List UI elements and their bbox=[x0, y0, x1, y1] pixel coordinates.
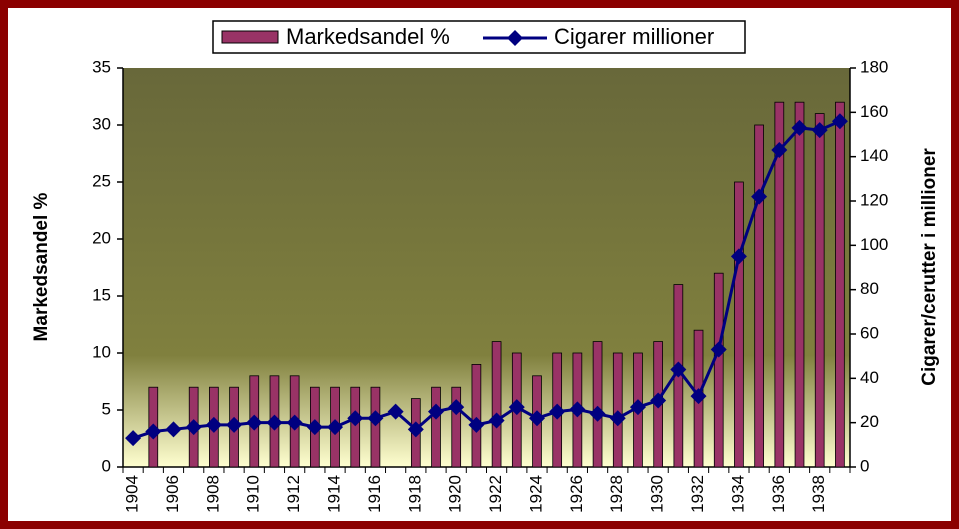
line-marker bbox=[791, 119, 808, 136]
y-tick-label: 0 bbox=[102, 456, 111, 475]
y2-axis-title: Cigarer/cerutter i millioner bbox=[919, 148, 940, 386]
bar bbox=[774, 101, 785, 468]
bar bbox=[431, 386, 441, 468]
line-marker bbox=[549, 403, 566, 420]
y2-tick-label: 20 bbox=[860, 412, 879, 431]
x-tick-label: 1914 bbox=[325, 475, 344, 513]
bar bbox=[754, 124, 764, 468]
line-marker bbox=[710, 341, 727, 358]
bar bbox=[794, 101, 805, 468]
y-tick-label: 10 bbox=[92, 342, 111, 361]
y2-tick-label: 120 bbox=[860, 190, 888, 209]
x-tick-label: 1930 bbox=[648, 475, 667, 513]
bar bbox=[471, 363, 482, 468]
y-tick-label: 25 bbox=[92, 171, 111, 190]
bar bbox=[835, 101, 845, 468]
line-marker bbox=[751, 188, 768, 205]
y-tick-label: 5 bbox=[102, 399, 111, 418]
bar bbox=[491, 341, 502, 468]
x-tick-label: 1934 bbox=[728, 475, 747, 513]
y2-tick-label: 100 bbox=[860, 235, 888, 254]
line-marker bbox=[508, 399, 525, 416]
line-marker bbox=[327, 419, 344, 436]
y2-tick-label: 0 bbox=[860, 456, 869, 475]
legend-label: Markedsandel % bbox=[286, 24, 450, 49]
line-marker bbox=[266, 414, 283, 431]
line-marker bbox=[428, 403, 445, 420]
y2-tick-label: 40 bbox=[860, 368, 879, 387]
line-marker bbox=[145, 423, 162, 440]
x-tick-label: 1908 bbox=[203, 475, 222, 513]
bar bbox=[734, 181, 744, 468]
x-tick-label: 1936 bbox=[769, 475, 788, 513]
line-marker bbox=[407, 421, 424, 438]
x-tick-label: 1920 bbox=[446, 475, 465, 513]
line-marker bbox=[831, 113, 848, 130]
y-tick-label: 30 bbox=[92, 114, 111, 133]
line-marker bbox=[306, 419, 323, 436]
line-marker bbox=[771, 142, 788, 159]
bar bbox=[451, 386, 462, 468]
line-marker bbox=[246, 414, 263, 431]
y2-tick-label: 60 bbox=[860, 323, 879, 342]
legend bbox=[212, 20, 746, 54]
line-marker bbox=[670, 361, 687, 378]
legend-label: Cigarer millioner bbox=[554, 24, 714, 49]
line-marker bbox=[205, 416, 222, 433]
x-tick-label: 1906 bbox=[163, 475, 182, 513]
legend-swatch bbox=[221, 30, 279, 44]
line-marker bbox=[569, 401, 586, 418]
line-marker bbox=[589, 405, 606, 422]
plot-area bbox=[123, 68, 850, 467]
x-tick-label: 1924 bbox=[526, 475, 545, 513]
x-tick-label: 1928 bbox=[607, 475, 626, 513]
line-marker bbox=[609, 410, 626, 427]
line-marker bbox=[165, 421, 182, 438]
y2-tick-label: 160 bbox=[860, 102, 888, 121]
bar bbox=[612, 352, 623, 468]
y-tick-label: 35 bbox=[92, 57, 111, 76]
bar bbox=[814, 113, 825, 468]
x-tick-label: 1916 bbox=[365, 475, 384, 513]
bar bbox=[350, 386, 361, 468]
line-marker bbox=[650, 392, 667, 409]
line-marker bbox=[125, 430, 142, 447]
x-tick-label: 1904 bbox=[123, 475, 142, 513]
bar bbox=[592, 341, 603, 468]
line-marker bbox=[730, 248, 747, 265]
y2-tick-label: 140 bbox=[860, 146, 888, 165]
line-marker bbox=[387, 403, 404, 420]
y2-tick-label: 80 bbox=[860, 279, 879, 298]
x-tick-label: 1932 bbox=[688, 475, 707, 513]
x-tick-label: 1910 bbox=[244, 475, 263, 513]
line-marker bbox=[448, 399, 465, 416]
line-marker bbox=[488, 412, 505, 429]
line-marker bbox=[226, 416, 243, 433]
y-tick-label: 15 bbox=[92, 285, 111, 304]
legend-marker bbox=[507, 30, 523, 46]
line-marker bbox=[690, 388, 707, 405]
x-tick-label: 1918 bbox=[405, 475, 424, 513]
x-tick-label: 1926 bbox=[567, 475, 586, 513]
line-marker bbox=[185, 419, 202, 436]
y-axis-title: Markedsandel % bbox=[31, 192, 52, 341]
line-marker bbox=[468, 416, 485, 433]
bar bbox=[713, 272, 724, 468]
bar bbox=[370, 386, 381, 468]
x-tick-label: 1912 bbox=[284, 475, 303, 513]
y-tick-label: 20 bbox=[92, 228, 111, 247]
line-marker bbox=[286, 414, 303, 431]
line-marker bbox=[347, 410, 364, 427]
line-marker bbox=[629, 399, 646, 416]
line-marker bbox=[367, 410, 384, 427]
line-marker bbox=[811, 122, 828, 139]
line-marker bbox=[528, 410, 545, 427]
y2-tick-label: 180 bbox=[860, 57, 888, 76]
x-tick-label: 1938 bbox=[809, 475, 828, 513]
x-tick-label: 1922 bbox=[486, 475, 505, 513]
